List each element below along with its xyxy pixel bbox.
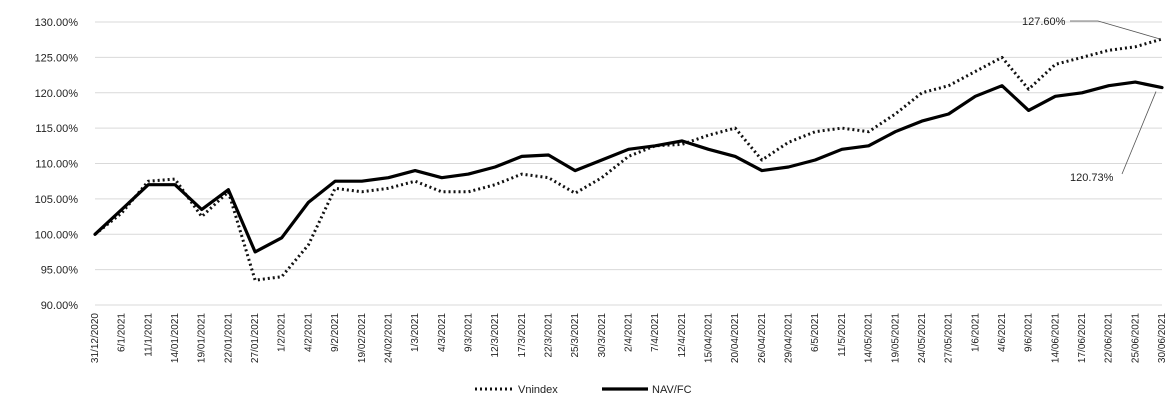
x-tick-label: 24/05/2021 [917, 313, 928, 363]
x-tick-label: 24/02/2021 [383, 313, 394, 363]
x-tick-label: 15/04/2021 [704, 313, 715, 363]
y-tick-label: 100.00% [35, 229, 79, 241]
x-tick-label: 26/04/2021 [757, 313, 768, 363]
x-tick-label: 9/2/2021 [330, 313, 341, 352]
x-tick-label: 14/01/2021 [170, 313, 181, 363]
x-tick-label: 17/3/2021 [517, 313, 528, 358]
x-tick-label: 9/3/2021 [463, 313, 474, 352]
x-tick-label: 14/06/2021 [1050, 313, 1061, 363]
x-tick-label: 30/3/2021 [597, 313, 608, 358]
y-tick-label: 110.00% [35, 159, 78, 171]
x-tick-label: 29/04/2021 [784, 313, 795, 363]
x-tick-label: 7/4/2021 [650, 313, 661, 352]
x-tick-label: 14/05/2021 [864, 313, 875, 363]
annotation-label: 127.60% [1022, 16, 1066, 28]
y-tick-label: 125.00% [35, 52, 79, 64]
y-tick-label: 120.00% [35, 88, 79, 100]
x-tick-label: 12/3/2021 [490, 313, 501, 358]
x-tick-label: 11/1/2021 [143, 313, 154, 357]
x-tick-label: 1/3/2021 [410, 313, 421, 352]
x-tick-label: 19/05/2021 [890, 313, 901, 363]
x-tick-label: 20/04/2021 [730, 313, 741, 363]
x-tick-label: 19/02/2021 [357, 313, 368, 363]
y-tick-label: 130.00% [35, 17, 79, 29]
x-tick-label: 1/6/2021 [970, 313, 981, 352]
y-tick-label: 95.00% [41, 265, 79, 277]
x-tick-label: 2/4/2021 [624, 313, 635, 352]
x-tick-label: 4/3/2021 [437, 313, 448, 352]
series-line-vnindex [94, 37, 1163, 282]
legend-label-nav-fc: NAV/FC [652, 384, 692, 396]
x-tick-label: 4/2/2021 [303, 313, 314, 352]
x-tick-label: 6/1/2021 [117, 313, 128, 352]
series-line-nav-fc [93, 80, 1164, 254]
x-tick-label: 6/5/2021 [810, 313, 821, 352]
x-tick-label: 22/01/2021 [223, 313, 234, 363]
x-tick-label: 30/06/2021 [1157, 313, 1168, 363]
x-tick-label: 4/6/2021 [997, 313, 1008, 352]
x-tick-label: 12/4/2021 [677, 313, 688, 358]
x-tick-label: 27/01/2021 [250, 313, 261, 363]
x-tick-label: 17/06/2021 [1077, 313, 1088, 363]
x-tick-label: 22/3/2021 [543, 313, 554, 358]
y-tick-label: 115.00% [35, 123, 78, 135]
annotation-leader [1097, 20, 1161, 40]
x-tick-label: 25/3/2021 [570, 313, 581, 358]
x-tick-label: 27/05/2021 [944, 313, 955, 363]
x-tick-label: 22/06/2021 [1104, 313, 1115, 363]
x-tick-label: 19/01/2021 [197, 313, 208, 363]
annotation-label: 120.73% [1070, 172, 1114, 184]
x-tick-label: 1/2/2021 [277, 313, 288, 352]
x-tick-label: 25/06/2021 [1130, 313, 1141, 363]
x-tick-label: 9/6/2021 [1024, 313, 1035, 352]
x-tick-label: 11/5/2021 [837, 313, 848, 357]
y-tick-label: 105.00% [35, 194, 79, 206]
x-tick-label: 31/12/2020 [90, 313, 101, 363]
legend-label-vnindex: Vnindex [518, 384, 558, 396]
annotation-leader [1121, 91, 1157, 175]
y-tick-label: 90.00% [41, 300, 79, 312]
